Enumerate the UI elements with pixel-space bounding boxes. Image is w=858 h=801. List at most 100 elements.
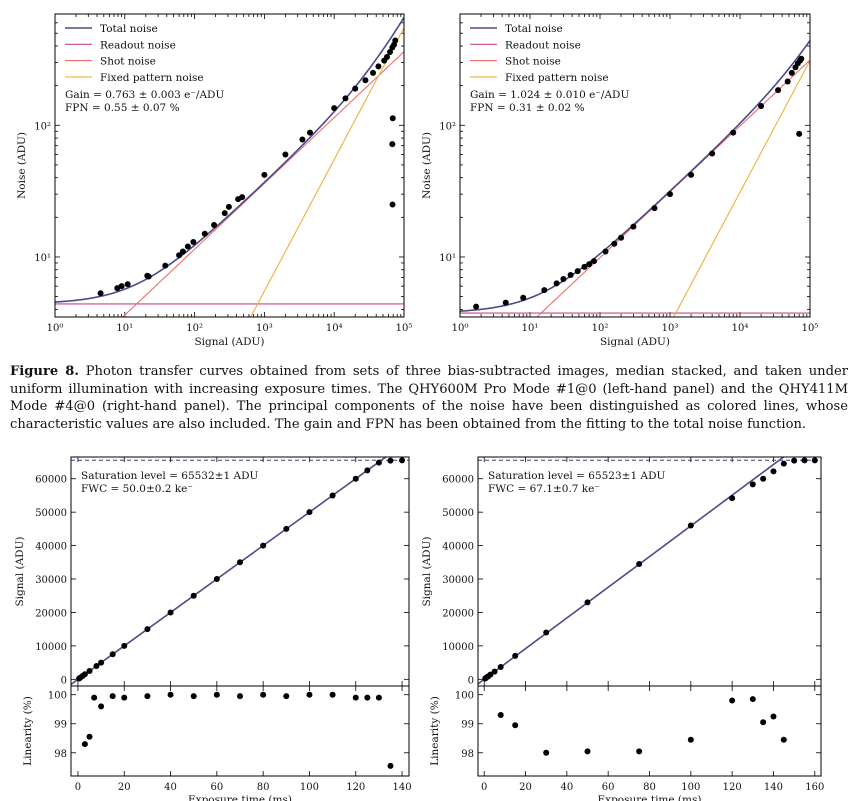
x-tick-label: 10⁵ (802, 323, 819, 334)
y-tick-label: 0 (61, 675, 67, 686)
figure-8-ptc: 10⁰ 10¹ 10² 10³ 10⁴ 10⁵ 10¹ 10² Signal (ADU) Nois… (16, 13, 819, 348)
data-point (543, 749, 550, 756)
data-point (798, 55, 805, 62)
linear-fit-line (478, 457, 785, 685)
x-tick-label: 120 (346, 782, 365, 793)
x-tick-label: 10¹ (116, 323, 133, 334)
data-point (560, 276, 567, 283)
y-tick-label: 98 (461, 749, 474, 760)
data-point (176, 252, 183, 259)
data-point (590, 258, 597, 265)
x-tick-label: 80 (257, 782, 270, 793)
data-point (121, 642, 128, 649)
legend-entry: Fixed pattern noise (100, 72, 204, 84)
x-tick-label: 10⁰ (47, 323, 64, 334)
x-tick-label: 100 (300, 782, 319, 793)
data-points (81, 691, 394, 769)
data-point (586, 261, 593, 268)
y-axis-label: Linearity (%) (22, 696, 34, 766)
data-point (780, 736, 787, 743)
data-point (543, 629, 550, 636)
data-point (687, 736, 694, 743)
data-point (749, 696, 756, 703)
data-points (497, 696, 787, 756)
y-tick-label: 20000 (442, 608, 474, 619)
data-point (780, 460, 787, 467)
x-axis-label: Exposure time (ms) (598, 794, 702, 801)
x-tick-label: 10¹ (522, 323, 539, 334)
legend-entry: Total noise (505, 23, 563, 35)
data-point (389, 141, 396, 148)
fit-annotation: FPN = 0.31 ± 0.02 % (470, 102, 585, 114)
data-point (512, 722, 519, 729)
data-point (299, 136, 306, 143)
x-tick-label: 60 (602, 782, 615, 793)
data-point (553, 280, 560, 287)
data-point (611, 240, 618, 247)
data-point (167, 609, 174, 616)
x-axis-label: Exposure time (ms) (188, 794, 292, 801)
x-tick-label: 120 (723, 782, 742, 793)
x-tick-label: 10⁴ (732, 323, 749, 334)
legend-entry: Readout noise (100, 39, 176, 51)
data-point (184, 243, 191, 250)
data-point (306, 691, 313, 698)
fpn-line (673, 60, 810, 317)
data-points (482, 457, 818, 682)
data-point (791, 457, 798, 464)
data-point (282, 151, 289, 158)
plot-frame (459, 13, 811, 318)
plot-frame (70, 685, 410, 777)
total-noise-curve (460, 40, 810, 312)
data-point (190, 592, 197, 599)
data-point (811, 457, 818, 464)
y-tick-label: 100 (48, 691, 67, 702)
x-tick-label: 40 (560, 782, 573, 793)
data-point (283, 693, 290, 700)
data-point (386, 49, 393, 56)
data-point (636, 748, 643, 755)
data-point (201, 230, 208, 237)
data-point (144, 626, 151, 633)
data-point (306, 129, 313, 136)
data-point (375, 459, 382, 466)
y-tick-label: 50000 (35, 508, 67, 519)
data-point (749, 481, 756, 488)
data-point (487, 671, 494, 678)
data-point (375, 63, 382, 70)
x-tick-label: 10³ (662, 323, 679, 334)
y-tick-label: 60000 (35, 475, 67, 486)
x-tick-label: 20 (519, 782, 532, 793)
data-point (491, 668, 498, 675)
y-tick-label: 50000 (442, 508, 474, 519)
data-point (392, 37, 399, 44)
legend-entry: Fixed pattern noise (505, 72, 609, 84)
data-point (213, 691, 220, 698)
linpct-left-panel: 98 99 100 0 20 40 60 80 100 120 140 Exposure time (… (22, 685, 412, 801)
data-point (162, 262, 169, 269)
y-tick-label: 10¹ (34, 253, 51, 264)
x-tick-label: 10⁰ (452, 323, 469, 334)
data-point (760, 719, 767, 726)
data-point (109, 651, 116, 658)
data-point (239, 194, 246, 201)
data-point (784, 78, 791, 85)
legend-entry: Shot noise (505, 56, 561, 68)
data-point (121, 694, 128, 701)
data-points (473, 55, 805, 310)
data-point (342, 95, 349, 102)
data-point (687, 522, 694, 529)
legend-entry: Shot noise (100, 56, 156, 68)
fit-annotation: FWC = 67.1±0.7 ke⁻ (488, 483, 600, 495)
plot-frame (477, 685, 822, 777)
x-tick-label: 10² (592, 323, 609, 334)
data-point (179, 248, 186, 255)
data-point (237, 693, 243, 700)
data-point (618, 234, 625, 241)
data-point (352, 85, 359, 92)
y-tick-label: 99 (54, 720, 67, 731)
y-tick-label: 10000 (35, 642, 67, 653)
data-point (541, 287, 548, 294)
data-point (729, 495, 736, 502)
fit-annotation: FWC = 50.0±0.2 ke⁻ (81, 483, 193, 495)
